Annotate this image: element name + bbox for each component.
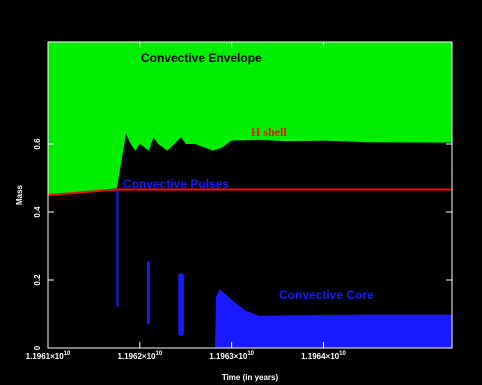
x-tick-label: 1.1962×1010 [117, 351, 162, 361]
h-shell-line [47, 188, 452, 196]
axes: 1.1961×1010 1.1962×1010 1.1963×1010 1.1964×… [15, 41, 453, 382]
convective-envelope-area [48, 42, 452, 195]
convective-pulses-label: Convective Pulses [123, 177, 229, 191]
y-axis-title: Mass [15, 184, 24, 205]
y-tick-label: 0 [33, 345, 42, 350]
convective-core-label: Convective Core [279, 288, 374, 302]
plot-area [47, 42, 452, 348]
convective-pulse-3 [178, 273, 184, 337]
convective-pulse-1 [116, 189, 119, 308]
h-shell-label: H shell [251, 125, 287, 139]
x-tick-label: 1.1964×1010 [301, 351, 346, 361]
plot-frame [47, 41, 453, 349]
y-tick-label: 0.6 [33, 138, 42, 150]
x-axis-title: Time (in years) [222, 373, 279, 382]
x-tick-label: 1.1963×1010 [209, 351, 254, 361]
y-tick-label: 0.4 [33, 206, 42, 218]
convective-envelope-label: Convective Envelope [141, 51, 262, 65]
convective-pulse-2 [147, 261, 150, 325]
annotations: Convective Envelope H shell Convective Pul… [123, 51, 374, 302]
x-tick-label: 1.1961×1010 [26, 351, 71, 361]
y-tick-label: 0.2 [33, 274, 42, 286]
convective-core-area [215, 289, 452, 348]
